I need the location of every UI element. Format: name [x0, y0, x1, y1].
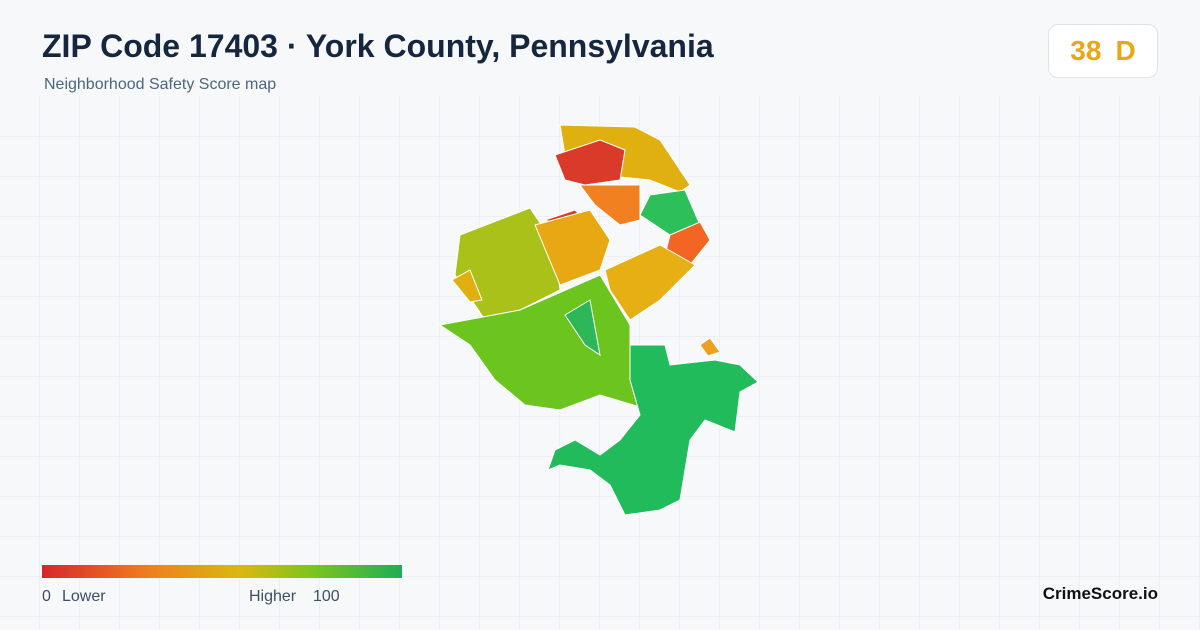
region [534, 209, 611, 286]
legend-min-label: Lower [62, 588, 106, 605]
region [604, 244, 696, 321]
region [579, 184, 641, 226]
score-value: 38 [1070, 35, 1102, 66]
score-grade: D [1115, 35, 1136, 66]
legend-max: 100 [313, 588, 340, 605]
regions [438, 124, 759, 516]
region [438, 274, 652, 411]
subtitle: Neighborhood Safety Score map [44, 76, 277, 93]
legend-max-label: Higher [249, 588, 297, 605]
legend-min: 0 [42, 588, 51, 605]
region [451, 269, 483, 303]
score-badge: 38 D [1048, 24, 1158, 78]
legend-gradient [42, 565, 402, 578]
region [547, 344, 759, 516]
region [554, 139, 626, 186]
region [564, 299, 601, 357]
brand: CrimeScore.io [1042, 584, 1158, 603]
region [699, 337, 721, 357]
title: ZIP Code 17403 · York County, Pennsylvan… [42, 28, 714, 64]
